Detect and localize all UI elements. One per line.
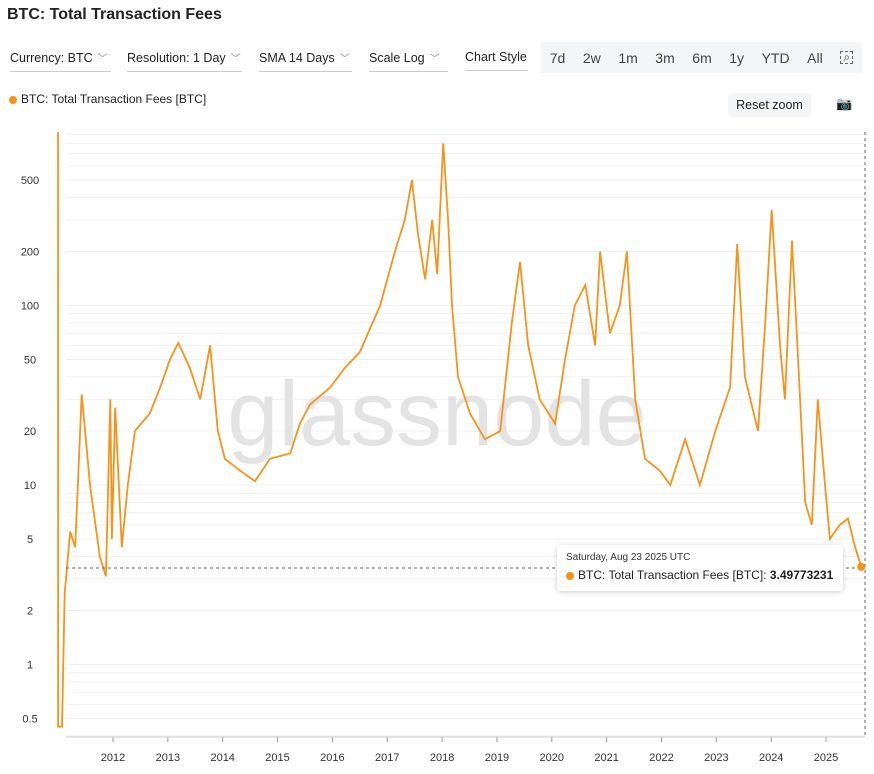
range-2w[interactable]: 2w	[582, 49, 601, 66]
y-tick-label: 0.5	[22, 714, 37, 726]
y-tick-label: 200	[21, 246, 39, 258]
x-tick-label: 2022	[649, 752, 673, 764]
x-tick-label: 2013	[156, 752, 180, 764]
chart-style-label: Chart Style	[465, 50, 527, 64]
page-title: BTC: Total Transaction Fees	[7, 6, 222, 23]
watermark: glassnode	[227, 363, 646, 465]
currency-dropdown[interactable]: Currency: BTC ﹀	[10, 50, 111, 72]
range-7d[interactable]: 7d	[549, 49, 566, 66]
tooltip-label: BTC: Total Transaction Fees [BTC]:	[578, 568, 767, 582]
scale-label: Scale Log	[369, 51, 425, 65]
scale-dropdown[interactable]: Scale Log ﹀	[369, 50, 448, 72]
currency-label: Currency: BTC	[10, 51, 93, 65]
range-selector: 7d 2w 1m 3m 6m 1y YTD All ⌕	[541, 42, 862, 73]
legend-item[interactable]: BTC: Total Transaction Fees [BTC]	[9, 92, 206, 106]
y-tick-label: 100	[21, 301, 39, 313]
camera-icon[interactable]: 📷	[836, 96, 853, 111]
x-tick-label: 2019	[485, 752, 509, 764]
tooltip-dot-icon	[566, 571, 574, 580]
range-3m[interactable]: 3m	[655, 49, 675, 66]
y-tick-label: 20	[24, 426, 36, 438]
resolution-label: Resolution: 1 Day	[127, 51, 226, 65]
x-tick-label: 2017	[375, 752, 399, 764]
tooltip-value: 3.49773231	[769, 568, 834, 582]
chart-style-dropdown[interactable]: Chart Style	[465, 50, 528, 71]
x-tick-label: 2025	[814, 752, 838, 764]
y-tick-label: 1	[27, 660, 33, 672]
x-tick-label: 2024	[759, 752, 783, 764]
chevron-down-icon: ﹀	[230, 54, 241, 65]
range-1y[interactable]: 1y	[729, 49, 745, 66]
legend-label: BTC: Total Transaction Fees [BTC]	[21, 92, 207, 106]
range-1m[interactable]: 1m	[618, 49, 638, 66]
x-tick-label: 2021	[594, 752, 618, 764]
series-line	[57, 131, 863, 728]
y-tick-label: 5	[27, 534, 33, 546]
sma-label: SMA 14 Days	[259, 51, 335, 65]
legend-dot-icon	[9, 95, 17, 104]
range-all[interactable]: All	[807, 49, 823, 66]
y-tick-label: 2	[27, 605, 33, 617]
highlight-point	[857, 562, 866, 571]
range-6m[interactable]: 6m	[692, 49, 712, 66]
x-tick-label: 2018	[430, 752, 454, 764]
sma-dropdown[interactable]: SMA 14 Days ﹀	[259, 50, 352, 72]
y-tick-label: 10	[24, 480, 36, 492]
chevron-down-icon: ﹀	[429, 54, 440, 65]
resolution-dropdown[interactable]: Resolution: 1 Day ﹀	[127, 50, 242, 72]
tooltip: Saturday, Aug 23 2025 UTC BTC: Total Tra…	[557, 545, 843, 591]
chevron-down-icon: ﹀	[339, 54, 350, 65]
x-tick-label: 2020	[540, 752, 564, 764]
x-tick-label: 2016	[320, 752, 344, 764]
range-ytd[interactable]: YTD	[761, 49, 790, 66]
x-tick-label: 2023	[704, 752, 728, 764]
y-tick-label: 50	[24, 355, 36, 367]
chevron-down-icon: ﹀	[97, 54, 108, 65]
y-tick-label: 500	[21, 175, 39, 187]
x-tick-label: 2014	[210, 752, 234, 764]
reset-zoom-button[interactable]: Reset zoom	[728, 93, 811, 117]
x-tick-label: 2015	[265, 752, 289, 764]
zoom-select-icon[interactable]: ⌕	[840, 51, 854, 64]
x-tick-label: 2012	[101, 752, 125, 764]
tooltip-date: Saturday, Aug 23 2025 UTC	[566, 552, 691, 563]
